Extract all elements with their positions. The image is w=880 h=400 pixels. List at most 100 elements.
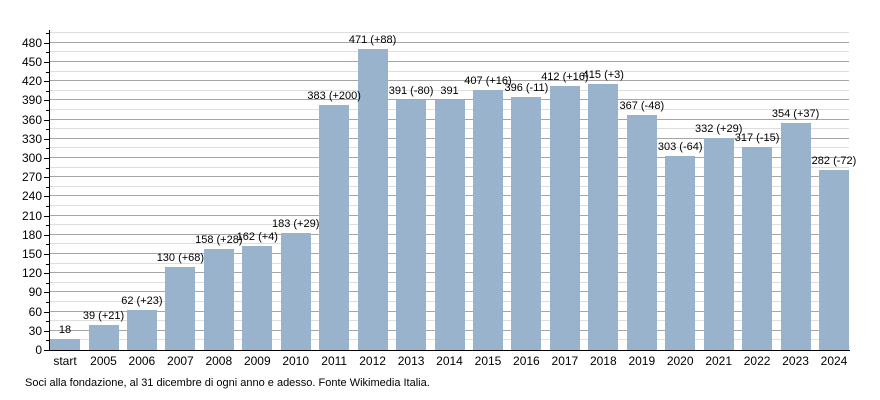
y-tick-label: 60 xyxy=(28,305,42,319)
y-tick-label: 390 xyxy=(21,93,42,107)
bar-2007 xyxy=(165,266,196,350)
bar-value-label: 412 (+16) xyxy=(541,71,589,84)
gridline-minor xyxy=(50,70,849,72)
y-tick-major xyxy=(44,177,49,178)
bar-2005 xyxy=(88,325,119,350)
y-tick-major xyxy=(44,62,49,63)
y-tick-label: 450 xyxy=(21,55,42,69)
bar-2021 xyxy=(703,137,734,350)
y-tick-major xyxy=(44,312,49,313)
bar-value-label: 62 (+23) xyxy=(121,295,163,308)
y-tick-major xyxy=(44,196,49,197)
y-tick-major xyxy=(44,254,49,255)
x-tick-label: 2019 xyxy=(628,354,656,368)
bar-2014 xyxy=(434,99,465,350)
bar-2009 xyxy=(242,246,273,350)
bar-value-label: 367 (-48) xyxy=(619,100,665,113)
bar-2023 xyxy=(780,123,811,350)
y-axis-line xyxy=(49,30,50,351)
y-tick-major xyxy=(44,235,49,236)
y-tick-minor xyxy=(46,225,49,226)
y-tick-major xyxy=(44,273,49,274)
chart-caption: Soci alla fondazione, al 31 dicembre di … xyxy=(25,377,430,389)
y-tick-label: 240 xyxy=(21,189,42,203)
y-tick-label: 300 xyxy=(21,151,42,165)
y-tick-major xyxy=(44,120,49,121)
x-axis-line xyxy=(45,350,850,351)
y-tick-major xyxy=(44,216,49,217)
x-tick-label: 2021 xyxy=(705,354,733,368)
bar-2016 xyxy=(511,96,542,350)
bar-value-label: 158 (+28) xyxy=(195,233,243,246)
y-tick-label: 120 xyxy=(21,266,42,280)
bar-value-label: 332 (+29) xyxy=(694,122,743,135)
bar-value-label: 391 xyxy=(440,84,459,97)
x-tick-label: 2014 xyxy=(436,354,463,368)
y-tick-label: 180 xyxy=(21,228,42,242)
y-tick-minor xyxy=(46,33,49,34)
bar-2012 xyxy=(357,48,388,350)
bar-value-label: 130 (+68) xyxy=(156,251,205,264)
bar-2017 xyxy=(549,86,580,350)
y-tick-major xyxy=(44,139,49,140)
plot-area: 18 39 (+21) 62 (+23) 130 (+68) 158 (+28) 162 … xyxy=(49,30,856,350)
x-tick-label: 2008 xyxy=(205,354,233,368)
bar-start xyxy=(50,338,80,350)
y-tick-minor xyxy=(46,91,49,92)
bar-value-label: 317 (-15) xyxy=(734,132,780,145)
y-tick-label: 330 xyxy=(21,132,42,146)
x-tick-label: 2013 xyxy=(397,354,425,368)
y-tick-label: 30 xyxy=(28,324,42,338)
bar-2013 xyxy=(396,99,427,350)
x-tick-label: 2006 xyxy=(128,354,156,368)
y-tick-major xyxy=(44,43,49,44)
y-tick-label: 420 xyxy=(21,74,42,88)
y-tick-major xyxy=(44,292,49,293)
x-tick-label: 2009 xyxy=(243,354,271,368)
x-tick-label: 2017 xyxy=(551,354,579,368)
bar-value-label: 183 (+29) xyxy=(271,217,320,230)
y-tick-major xyxy=(44,100,49,101)
y-tick-label: 270 xyxy=(21,170,42,184)
bar-value-label: 415 (+3) xyxy=(582,69,624,82)
gridline-minor xyxy=(50,89,849,91)
x-tick-label: 2010 xyxy=(282,354,310,368)
bar-value-label: 354 (+37) xyxy=(771,108,820,121)
bar-value-label: 396 (-11) xyxy=(504,81,549,94)
y-tick-minor xyxy=(46,244,49,245)
bar-2018 xyxy=(588,84,619,350)
gridline-major xyxy=(50,80,849,82)
bar-value-label: 18 xyxy=(58,323,72,336)
y-tick-minor xyxy=(46,129,49,130)
y-tick-minor xyxy=(46,283,49,284)
bar-2008 xyxy=(203,248,234,350)
x-tick-label: 2005 xyxy=(90,354,117,368)
y-tick-minor xyxy=(46,168,49,169)
y-tick-major xyxy=(44,331,49,332)
bar-value-label: 471 (+88) xyxy=(348,33,397,46)
bar-2011 xyxy=(319,104,350,350)
x-tick-label: 2024 xyxy=(820,354,848,368)
x-tick-label: 2020 xyxy=(666,354,694,368)
y-tick-minor xyxy=(46,340,49,341)
bar-2006 xyxy=(126,310,157,350)
y-tick-label: 210 xyxy=(21,209,42,223)
x-tick-label: 2023 xyxy=(782,354,809,368)
y-tick-minor xyxy=(46,148,49,149)
y-tick-minor xyxy=(46,52,49,53)
y-tick-major xyxy=(44,350,49,351)
y-tick-label: 480 xyxy=(21,36,42,50)
y-tick-label: 0 xyxy=(35,343,42,357)
bar-2020 xyxy=(665,156,696,350)
x-tick-label: 2012 xyxy=(359,354,386,368)
y-tick-major xyxy=(44,81,49,82)
bar-2022 xyxy=(742,147,773,350)
bar-value-label: 282 (-72) xyxy=(811,154,857,167)
bar-value-label: 303 (-64) xyxy=(657,141,703,154)
x-tick-label: 2016 xyxy=(513,354,540,368)
gridline-minor xyxy=(50,32,849,34)
bar-2019 xyxy=(626,115,657,350)
y-tick-label: 90 xyxy=(28,285,42,299)
bar-value-label: 383 (+200) xyxy=(307,89,361,102)
